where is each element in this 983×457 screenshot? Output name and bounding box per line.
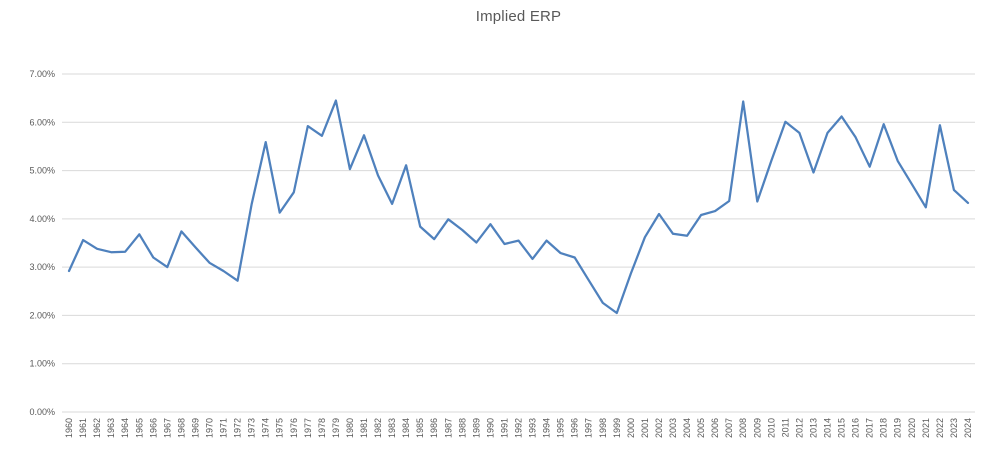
x-axis-label: 1961	[78, 418, 88, 438]
x-axis-label: 2013	[808, 418, 818, 438]
x-axis-label: 2008	[738, 418, 748, 438]
x-axis-label: 2017	[865, 418, 875, 438]
x-axis-label: 1992	[514, 418, 524, 438]
x-axis-label: 1965	[134, 418, 144, 438]
x-axis-label: 2006	[710, 418, 720, 438]
x-axis-label: 1981	[359, 418, 369, 438]
x-axis-label: 2007	[724, 418, 734, 438]
x-axis-label: 2023	[949, 418, 959, 438]
x-axis-label: 1966	[148, 418, 158, 438]
x-axis-label: 2016	[851, 418, 861, 438]
x-axis-label: 1972	[233, 418, 243, 438]
x-axis-label: 1969	[190, 418, 200, 438]
x-axis-label: 1976	[289, 418, 299, 438]
y-axis-label: 2.00%	[29, 310, 55, 320]
x-axis-label: 1991	[499, 418, 509, 438]
x-axis-label: 2002	[654, 418, 664, 438]
x-axis-label: 2011	[780, 418, 790, 437]
x-axis-label: 1970	[204, 418, 214, 438]
x-axis-label: 1968	[176, 418, 186, 438]
x-axis-label: 1962	[92, 418, 102, 438]
x-axis-label: 1982	[373, 418, 383, 438]
x-axis-label: 2012	[794, 418, 804, 438]
y-axis-label: 6.00%	[29, 117, 55, 127]
x-axis-label: 1986	[429, 418, 439, 438]
x-axis-label: 1973	[247, 418, 257, 438]
x-axis-label: 1984	[401, 418, 411, 438]
x-axis-label: 1979	[331, 418, 341, 438]
x-axis-label: 1974	[261, 418, 271, 438]
x-axis-label: 1995	[556, 418, 566, 438]
y-axis-label: 0.00%	[29, 407, 55, 417]
x-axis-label: 2018	[879, 418, 889, 438]
x-axis-label: 1985	[415, 418, 425, 438]
x-axis-label: 2001	[640, 418, 650, 438]
x-axis-label: 1971	[219, 418, 229, 438]
x-axis-label: 1989	[471, 418, 481, 438]
x-axis-label: 1977	[303, 418, 313, 438]
x-axis-label: 2015	[837, 418, 847, 438]
x-axis-label: 1999	[612, 418, 622, 438]
x-axis-label: 1975	[275, 418, 285, 438]
x-axis-label: 1996	[570, 418, 580, 438]
y-axis-label: 4.00%	[29, 214, 55, 224]
x-axis-label: 1990	[485, 418, 495, 438]
x-axis-label: 2022	[935, 418, 945, 438]
y-axis-label: 3.00%	[29, 262, 55, 272]
x-axis-label: 1983	[387, 418, 397, 438]
x-axis-label: 1998	[598, 418, 608, 438]
x-axis-label: 1978	[317, 418, 327, 438]
y-axis-label: 5.00%	[29, 166, 55, 176]
x-axis-label: 2021	[921, 418, 931, 438]
x-axis-label: 1994	[542, 418, 552, 438]
y-axis-label: 7.00%	[29, 69, 55, 79]
x-axis-label: 2024	[963, 418, 973, 438]
series-line-implied-erp	[67, 99, 970, 315]
x-axis-label: 1967	[162, 418, 172, 438]
x-axis-label: 2005	[696, 418, 706, 438]
x-axis-label: 2010	[766, 418, 776, 438]
x-axis-label: 2019	[893, 418, 903, 438]
x-axis-label: 2000	[626, 418, 636, 438]
x-axis-label: 1964	[120, 418, 130, 438]
x-axis-label: 2020	[907, 418, 917, 438]
x-axis-label: 2009	[752, 418, 762, 438]
x-axis-label: 2014	[823, 418, 833, 438]
chart-title: Implied ERP	[475, 8, 562, 25]
y-axis-label: 1.00%	[29, 359, 55, 369]
x-axis-label: 1993	[528, 418, 538, 438]
x-axis-label: 2003	[668, 418, 678, 438]
x-axis-label: 2004	[682, 418, 692, 438]
x-axis-label: 1987	[443, 418, 453, 438]
x-axis-label: 1963	[106, 418, 116, 438]
x-axis-label: 1960	[64, 418, 74, 438]
x-axis-label: 1980	[345, 418, 355, 438]
x-axis-label: 1997	[584, 418, 594, 438]
x-axis-label: 1988	[457, 418, 467, 438]
